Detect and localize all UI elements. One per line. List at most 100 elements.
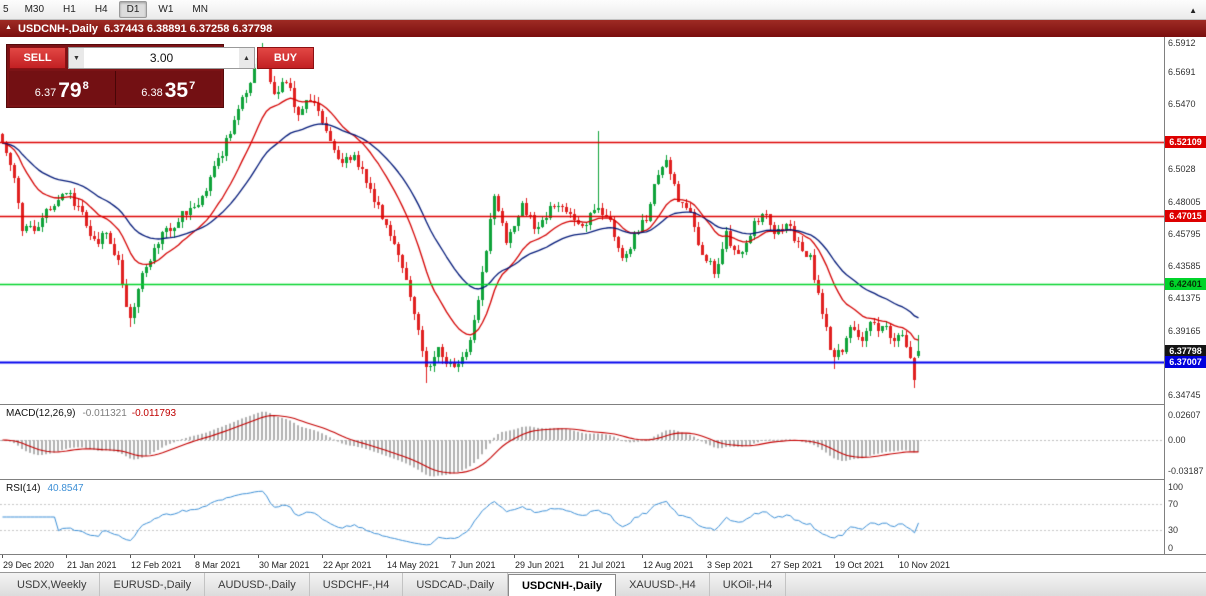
- chart-tabs-bar: USDX,Weekly EURUSD-,Daily AUDUSD-,Daily USD…: [0, 572, 1206, 596]
- time-axis-tick: [898, 555, 899, 558]
- time-axis-tick: [2, 555, 3, 558]
- bid-ask-display: 6.37 79 8 6.38 35 7: [9, 71, 221, 105]
- sell-price[interactable]: 6.37 79 8: [9, 71, 115, 105]
- rsi-scale-label: 100: [1168, 482, 1184, 492]
- macd-indicator-label: MACD(12,26,9) -0.011321 -0.011793: [6, 408, 176, 419]
- price-scale-label: 6.5912: [1168, 38, 1196, 48]
- chart-tab-usdcnh-daily[interactable]: USDCNH-,Daily: [507, 574, 617, 596]
- price-scale-label: 6.39165: [1168, 325, 1201, 336]
- tab-scroll-icon[interactable]: ▲: [1189, 6, 1197, 15]
- time-axis-label: 12 Aug 2021: [643, 560, 694, 570]
- time-axis-tick: [514, 555, 515, 558]
- timeframe-button-H4[interactable]: H4: [94, 4, 108, 15]
- macd-scale-label: -0.03187: [1168, 466, 1204, 477]
- price-scale-separator: [1164, 37, 1165, 555]
- panel-divider[interactable]: [0, 404, 1206, 405]
- timeframe-button-H1[interactable]: H1: [63, 4, 76, 15]
- buy-price-big: 35: [164, 79, 189, 103]
- chart-tab-usdx-weekly[interactable]: USDX,Weekly: [4, 573, 101, 596]
- time-axis-tick: [706, 555, 707, 558]
- price-scale[interactable]: 6.5912 6.5691 6.5470 6.5028 6.48005 6.45795 6.…: [1165, 37, 1206, 554]
- time-axis-tick: [450, 555, 451, 558]
- timeframe-button-M30[interactable]: M30: [24, 4, 45, 15]
- time-axis-label: 12 Feb 2021: [131, 560, 182, 570]
- timeframe-button-5[interactable]: 5: [3, 4, 9, 15]
- volume-input[interactable]: [84, 48, 239, 68]
- chart-titlebar[interactable]: ▲ USDCNH-,Daily 6.37443 6.38891 6.37258 …: [0, 20, 1206, 37]
- rsi-indicator-label: RSI(14) 40.8547: [6, 483, 84, 494]
- rsi-name: RSI(14): [6, 483, 41, 494]
- trade-controls-row: SELL ▼ ▲ BUY: [9, 47, 314, 69]
- time-axis-label: 29 Dec 2020: [3, 560, 55, 570]
- rsi-scale-label: 70: [1168, 499, 1179, 510]
- chart-tab-audusd-daily[interactable]: AUDUSD-,Daily: [205, 573, 310, 596]
- macd-indicator-canvas[interactable]: [0, 405, 1164, 479]
- sell-button[interactable]: SELL: [9, 47, 66, 69]
- buy-button[interactable]: BUY: [257, 47, 314, 69]
- sell-price-prefix: 6.37: [34, 87, 57, 99]
- time-axis-label: 21 Jul 2021: [579, 560, 626, 570]
- collapse-icon[interactable]: ▲: [5, 24, 12, 31]
- level-price-badge: 6.47015: [1165, 210, 1206, 223]
- macd-name: MACD(12,26,9): [6, 408, 76, 419]
- time-axis-tick: [386, 555, 387, 558]
- time-axis-tick: [66, 555, 67, 558]
- price-scale-label: 6.45795: [1168, 229, 1201, 240]
- chart-title-ohlc: 6.37443 6.38891 6.37258 6.37798: [104, 22, 273, 35]
- level-price-badge: 6.37007: [1165, 356, 1206, 369]
- panel-divider: [0, 554, 1206, 555]
- timeframe-button-D1[interactable]: D1: [118, 1, 148, 18]
- time-axis-label: 14 May 2021: [387, 560, 440, 570]
- chart-tab-ukoil-h4[interactable]: UKOil-,H4: [710, 573, 787, 596]
- volume-increase-icon[interactable]: ▲: [239, 48, 254, 68]
- time-axis-label: 8 Mar 2021: [195, 560, 241, 570]
- time-axis-label: 19 Oct 2021: [835, 560, 885, 570]
- time-axis[interactable]: 29 Dec 2020 21 Jan 2021 12 Feb 2021 8 Mar 2…: [0, 555, 1164, 572]
- buy-price-pip: 7: [189, 80, 196, 92]
- buy-price-prefix: 6.38: [141, 87, 163, 99]
- level-price-badge: 6.52109: [1165, 136, 1206, 149]
- volume-decrease-icon[interactable]: ▼: [69, 48, 84, 68]
- price-scale-label: 6.5691: [1168, 67, 1196, 78]
- price-scale-label: 6.5470: [1168, 99, 1196, 110]
- macd-scale-label: 0.00: [1168, 435, 1186, 446]
- time-axis-tick: [770, 555, 771, 558]
- sell-price-pip: 8: [82, 80, 89, 92]
- timeframe-button-W1[interactable]: W1: [158, 4, 174, 15]
- rsi-scale-label: 30: [1168, 524, 1179, 535]
- level-price-badge: 6.42401: [1165, 277, 1206, 290]
- chart-title-symbol: USDCNH-,Daily: [17, 22, 99, 35]
- chart-tab-xauusd-h4[interactable]: XAUUSD-,H4: [616, 573, 710, 596]
- time-axis-tick: [578, 555, 579, 558]
- macd-scale-label: 0.02607: [1168, 409, 1201, 420]
- price-scale-label: 6.48005: [1168, 196, 1201, 207]
- rsi-indicator-canvas[interactable]: [0, 480, 1164, 554]
- buy-price[interactable]: 6.38 35 7: [116, 71, 222, 105]
- chart-tab-usdchf-h4[interactable]: USDCHF-,H4: [310, 573, 404, 596]
- volume-control: ▼ ▲: [68, 47, 255, 69]
- chart-tab-usdcad-daily[interactable]: USDCAD-,Daily: [403, 573, 508, 596]
- price-scale-label: 6.41375: [1168, 293, 1201, 304]
- time-axis-tick: [322, 555, 323, 558]
- time-axis-tick: [194, 555, 195, 558]
- price-scale-label: 6.43585: [1168, 261, 1201, 272]
- time-axis-tick: [130, 555, 131, 558]
- time-axis-label: 7 Jun 2021: [451, 560, 496, 570]
- timeframe-button-MN[interactable]: MN: [192, 4, 208, 15]
- price-scale-label: 6.5028: [1168, 163, 1196, 174]
- time-axis-label: 29 Jun 2021: [515, 560, 565, 570]
- panel-divider[interactable]: [0, 479, 1206, 480]
- rsi-value: 40.8547: [47, 483, 84, 494]
- time-axis-label: 21 Jan 2021: [67, 560, 117, 570]
- sell-price-big: 79: [58, 79, 82, 103]
- time-axis-label: 3 Sep 2021: [707, 560, 754, 570]
- timeframe-toolbar: 5 M30 H1 H4 D1 W1 MN: [0, 0, 1206, 20]
- rsi-scale-label: 0: [1168, 543, 1174, 553]
- time-axis-tick: [642, 555, 643, 558]
- time-axis-label: 27 Sep 2021: [771, 560, 823, 570]
- time-axis-tick: [258, 555, 259, 558]
- price-divider: [114, 71, 116, 105]
- chart-tab-eurusd-daily[interactable]: EURUSD-,Daily: [100, 573, 206, 596]
